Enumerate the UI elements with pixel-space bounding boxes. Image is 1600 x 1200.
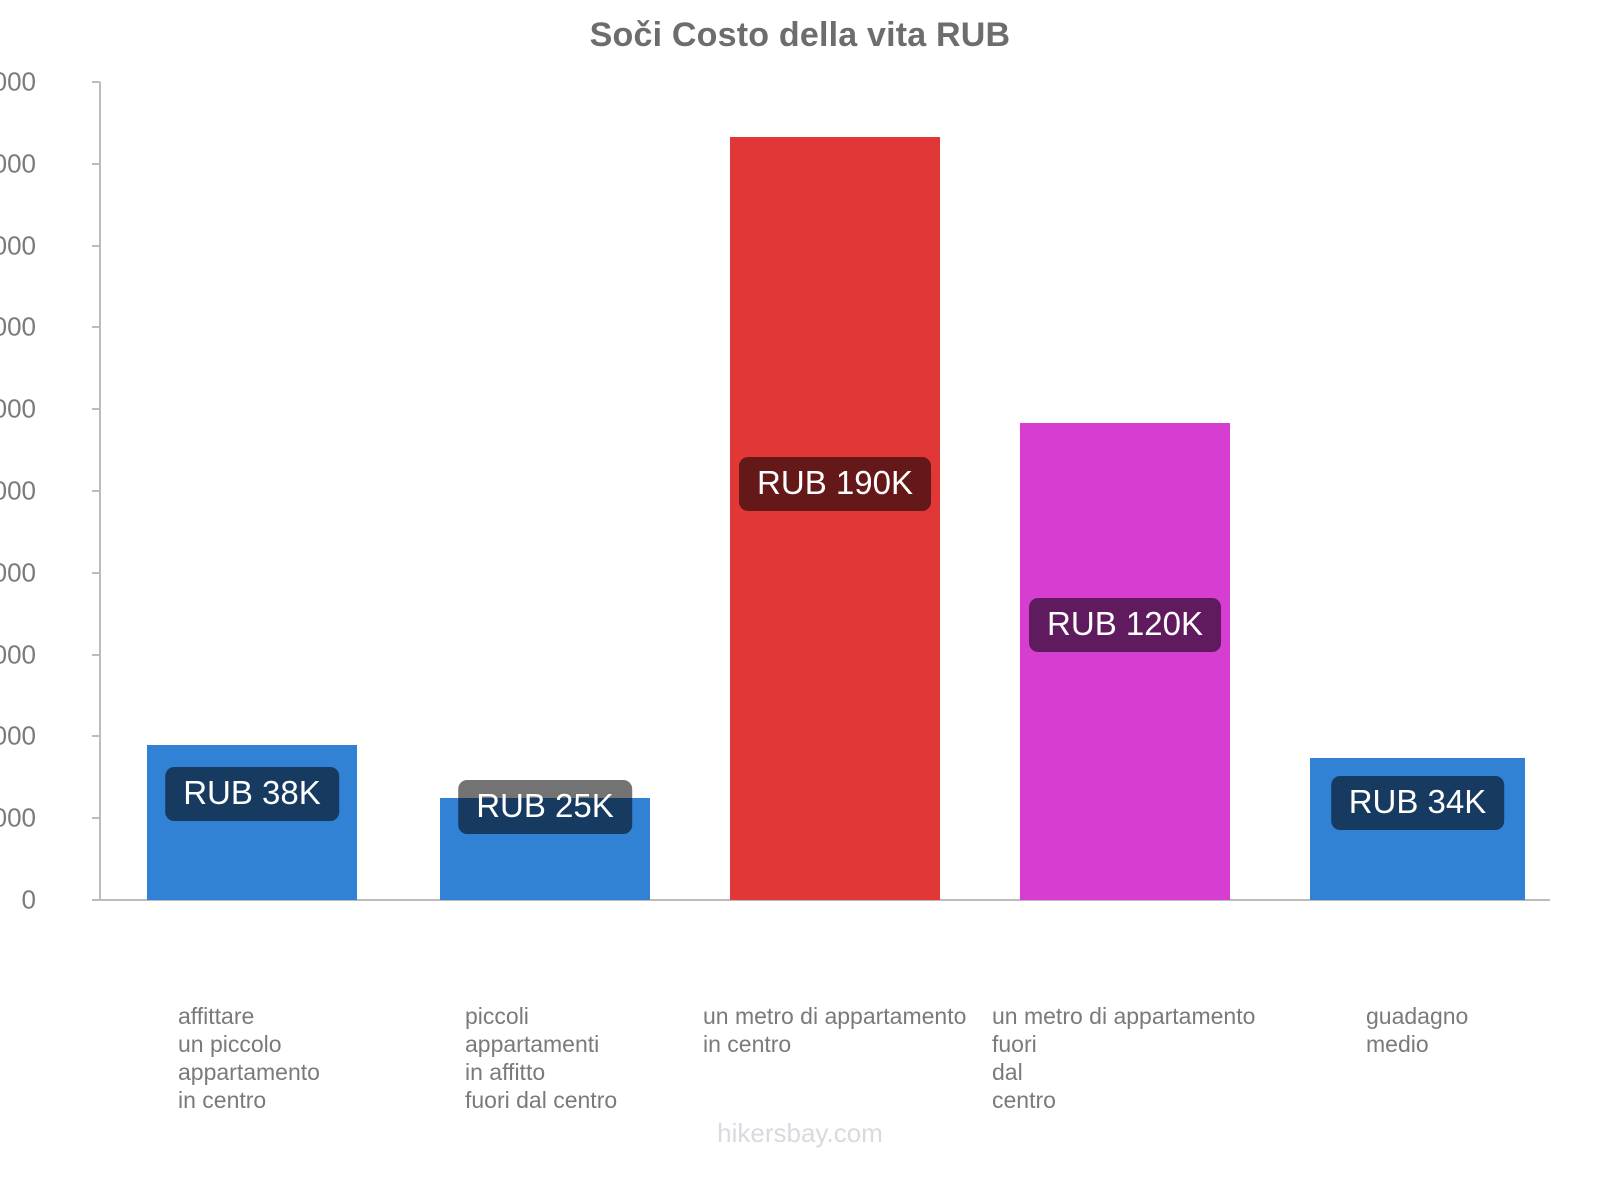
x-axis-line: [92, 899, 1550, 901]
y-axis-tick-mark: [92, 81, 100, 83]
y-axis-tick-mark: [92, 490, 100, 492]
y-axis-tick-label: 120000: [0, 393, 36, 424]
y-axis-tick-mark: [92, 899, 100, 901]
y-axis-line: [99, 82, 101, 900]
y-axis-tick-label: 140000: [0, 311, 36, 342]
bar[interactable]: RUB 34K: [1310, 758, 1525, 900]
x-axis-category-label: un metro di appartamento in centro: [703, 1003, 967, 1058]
y-axis-tick-mark: [92, 244, 100, 247]
x-axis-category-label: affittare un piccolo appartamento in cen…: [178, 1003, 320, 1114]
x-axis-category-label: guadagno medio: [1366, 1003, 1469, 1058]
x-axis-category-label: un metro di appartamento fuori dal centr…: [992, 1003, 1256, 1114]
y-axis-tick-mark: [92, 653, 100, 656]
chart-title: Soči Costo della vita RUB: [589, 16, 1011, 54]
y-axis-tick-mark: [92, 571, 100, 574]
y-axis-tick-label: 160000: [0, 230, 36, 261]
bar[interactable]: RUB 38K: [147, 745, 357, 900]
bar-value-label: RUB 190K: [739, 457, 931, 511]
y-axis-tick-mark: [92, 162, 100, 165]
y-axis-tick-label: 20000: [0, 802, 36, 833]
footer-watermark: hikersbay.com: [717, 1118, 883, 1148]
y-axis-tick-label: 100000: [0, 475, 36, 506]
y-axis-tick-mark: [92, 817, 100, 820]
bar-value-label: RUB 25K: [458, 780, 632, 834]
bar-value-label: RUB 38K: [165, 767, 339, 821]
y-axis-tick-label: 200000: [0, 66, 36, 97]
y-axis-tick-label: 60000: [0, 639, 36, 670]
bar-value-label: RUB 120K: [1029, 598, 1221, 652]
y-axis-tick-mark: [92, 326, 100, 329]
y-axis-tick-label: 0: [21, 884, 36, 915]
y-axis-tick-mark: [92, 408, 100, 411]
bar[interactable]: RUB 120K: [1020, 423, 1230, 900]
bar[interactable]: RUB 190K: [730, 137, 940, 900]
bar[interactable]: RUB 25K: [440, 780, 650, 900]
y-axis-tick-label: 40000: [0, 720, 36, 751]
plot-area: 0 20000 40000 60000 80000 100000 120000 140000 1…: [0, 67, 1548, 1113]
y-axis-tick-label: 180000: [0, 148, 36, 179]
y-axis-tick-mark: [92, 735, 100, 738]
y-axis-tick-label: 80000: [0, 557, 36, 588]
bar-value-label: RUB 34K: [1330, 776, 1505, 830]
x-axis-category-label: piccoli appartamenti in affitto fuori da…: [465, 1003, 618, 1114]
